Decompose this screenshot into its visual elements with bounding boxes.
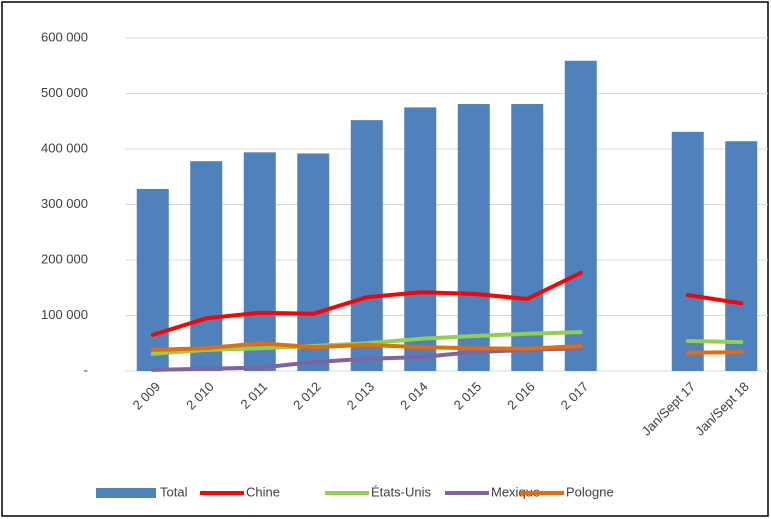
y-tick-label: 600 000 (41, 29, 88, 44)
y-tick-label: 400 000 (41, 140, 88, 155)
y-tick-label: - (84, 362, 88, 377)
legend-label: Mexique (491, 484, 540, 499)
y-tick-label: 100 000 (41, 307, 88, 322)
bar (190, 161, 223, 371)
legend-label: Total (160, 484, 188, 499)
bar (350, 120, 383, 371)
line-series (150, 346, 583, 372)
line-series (150, 270, 744, 337)
y-tick-label: 500 000 (41, 85, 88, 100)
bar (564, 60, 597, 371)
bar (404, 107, 437, 371)
bar (671, 131, 704, 371)
legend-label: États-Unis (371, 484, 431, 499)
line-series (150, 341, 744, 355)
y-tick-label: 300 000 (41, 196, 88, 211)
y-tick-label: 200 000 (41, 251, 88, 266)
bar (297, 153, 330, 371)
bar (136, 188, 169, 371)
bar (511, 104, 544, 372)
legend-swatch (96, 488, 156, 498)
bar (243, 152, 276, 371)
bar (457, 104, 490, 372)
bar (725, 141, 758, 371)
legend-label: Chine (246, 484, 280, 499)
legend-label: Pologne (566, 484, 614, 499)
